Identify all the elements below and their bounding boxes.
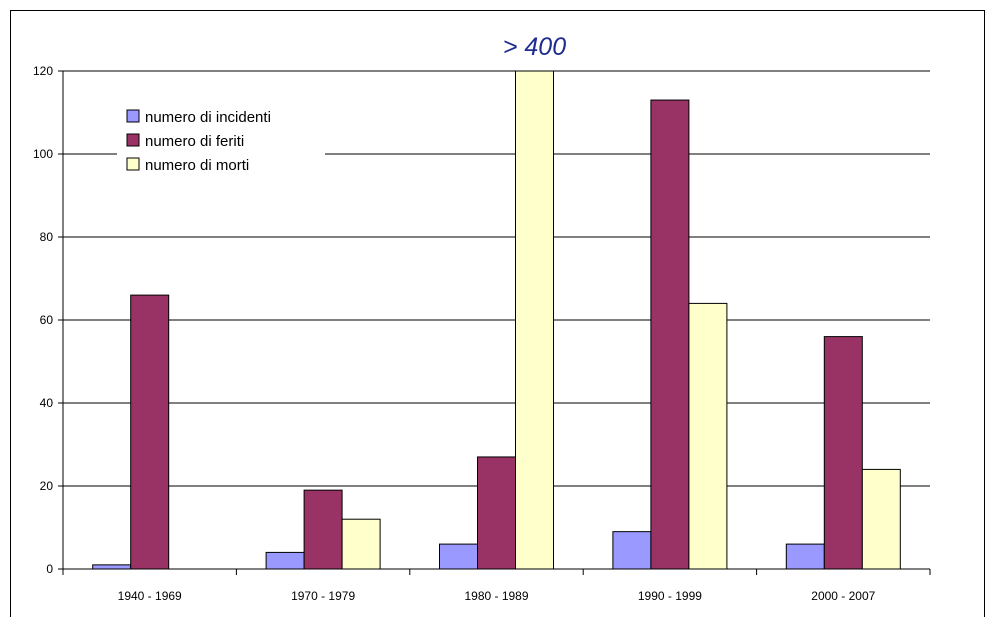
x-tick-label: 1940 - 1969 [118, 589, 182, 603]
y-tick-labels: 0 20 40 60 80 100 120 [33, 64, 53, 576]
bar-2-2 [303, 489, 343, 570]
x-tick-label: 2000 - 2007 [811, 589, 875, 603]
bars [92, 70, 901, 570]
y-tick-label: 60 [40, 313, 54, 327]
chart-frame [10, 10, 985, 617]
bar-1-1 [92, 564, 132, 570]
bar-2-5 [823, 336, 863, 570]
bar-2-4 [650, 99, 690, 570]
x-tick-labels: 1940 - 1969 1970 - 1979 1980 - 1989 1990 - … [118, 589, 876, 603]
legend-label: numero di feriti [145, 133, 244, 150]
y-tick-label: 40 [40, 396, 54, 410]
bar-1-3 [439, 543, 478, 570]
legend-swatch [126, 157, 140, 171]
legend-swatch [126, 109, 140, 123]
bar-1-2 [265, 551, 305, 570]
y-tick-label: 100 [33, 147, 53, 161]
y-tick-label: 120 [33, 64, 53, 78]
x-tick-label: 1970 - 1979 [291, 589, 355, 603]
bar-2-3 [477, 456, 516, 570]
bar-1-4 [612, 531, 652, 570]
y-tick-label: 0 [46, 562, 53, 576]
legend: numero di incidenti numero di feriti numer… [117, 102, 325, 177]
y-tick-label: 80 [40, 230, 54, 244]
bar-3-2 [341, 518, 381, 570]
bar-1-5 [785, 543, 825, 570]
bar-2-1 [130, 294, 170, 570]
bar-3-3 [515, 70, 554, 570]
axes [58, 70, 931, 575]
legend-label: numero di morti [145, 157, 249, 174]
bar-3-4 [688, 302, 728, 570]
y-tick-label: 20 [40, 479, 54, 493]
x-tick-label: 1980 - 1989 [464, 589, 528, 603]
overflow-annotation: > 400 [503, 33, 566, 61]
bar-3-5 [861, 468, 901, 570]
legend-box [117, 102, 325, 177]
legend-swatch [126, 133, 140, 147]
x-tick-label: 1990 - 1999 [638, 589, 702, 603]
legend-label: numero di incidenti [145, 109, 271, 126]
